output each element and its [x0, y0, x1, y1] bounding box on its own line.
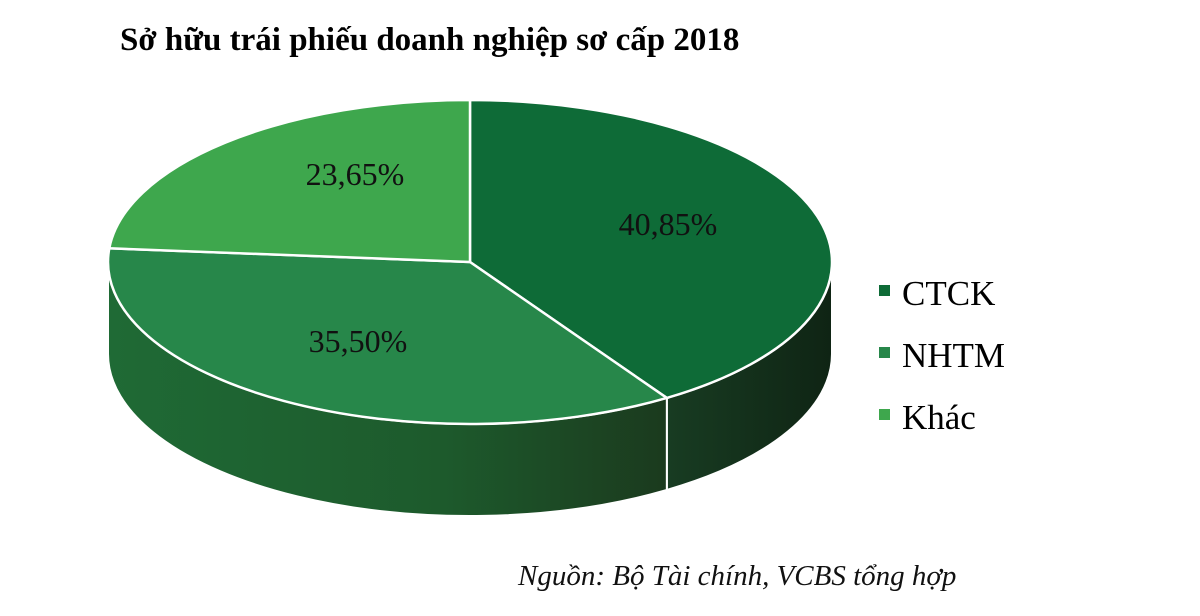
- legend-swatch: [879, 347, 890, 358]
- source-note: Nguồn: Bộ Tài chính, VCBS tổng hợp: [518, 560, 957, 592]
- pie-slice-khác: [107, 98, 472, 264]
- data-label: 35,50%: [309, 323, 408, 359]
- data-label: 23,65%: [306, 156, 405, 192]
- legend-swatch: [879, 409, 890, 420]
- legend-label: CTCK: [902, 274, 995, 313]
- data-label: 40,85%: [619, 206, 718, 242]
- legend-swatch: [879, 285, 890, 296]
- pie-slice-nhtm: [106, 246, 670, 426]
- chart-title: Sở hữu trái phiếu doanh nghiệp sơ cấp 20…: [120, 22, 740, 58]
- legend-label: NHTM: [902, 336, 1005, 375]
- legend-label: Khác: [902, 398, 976, 437]
